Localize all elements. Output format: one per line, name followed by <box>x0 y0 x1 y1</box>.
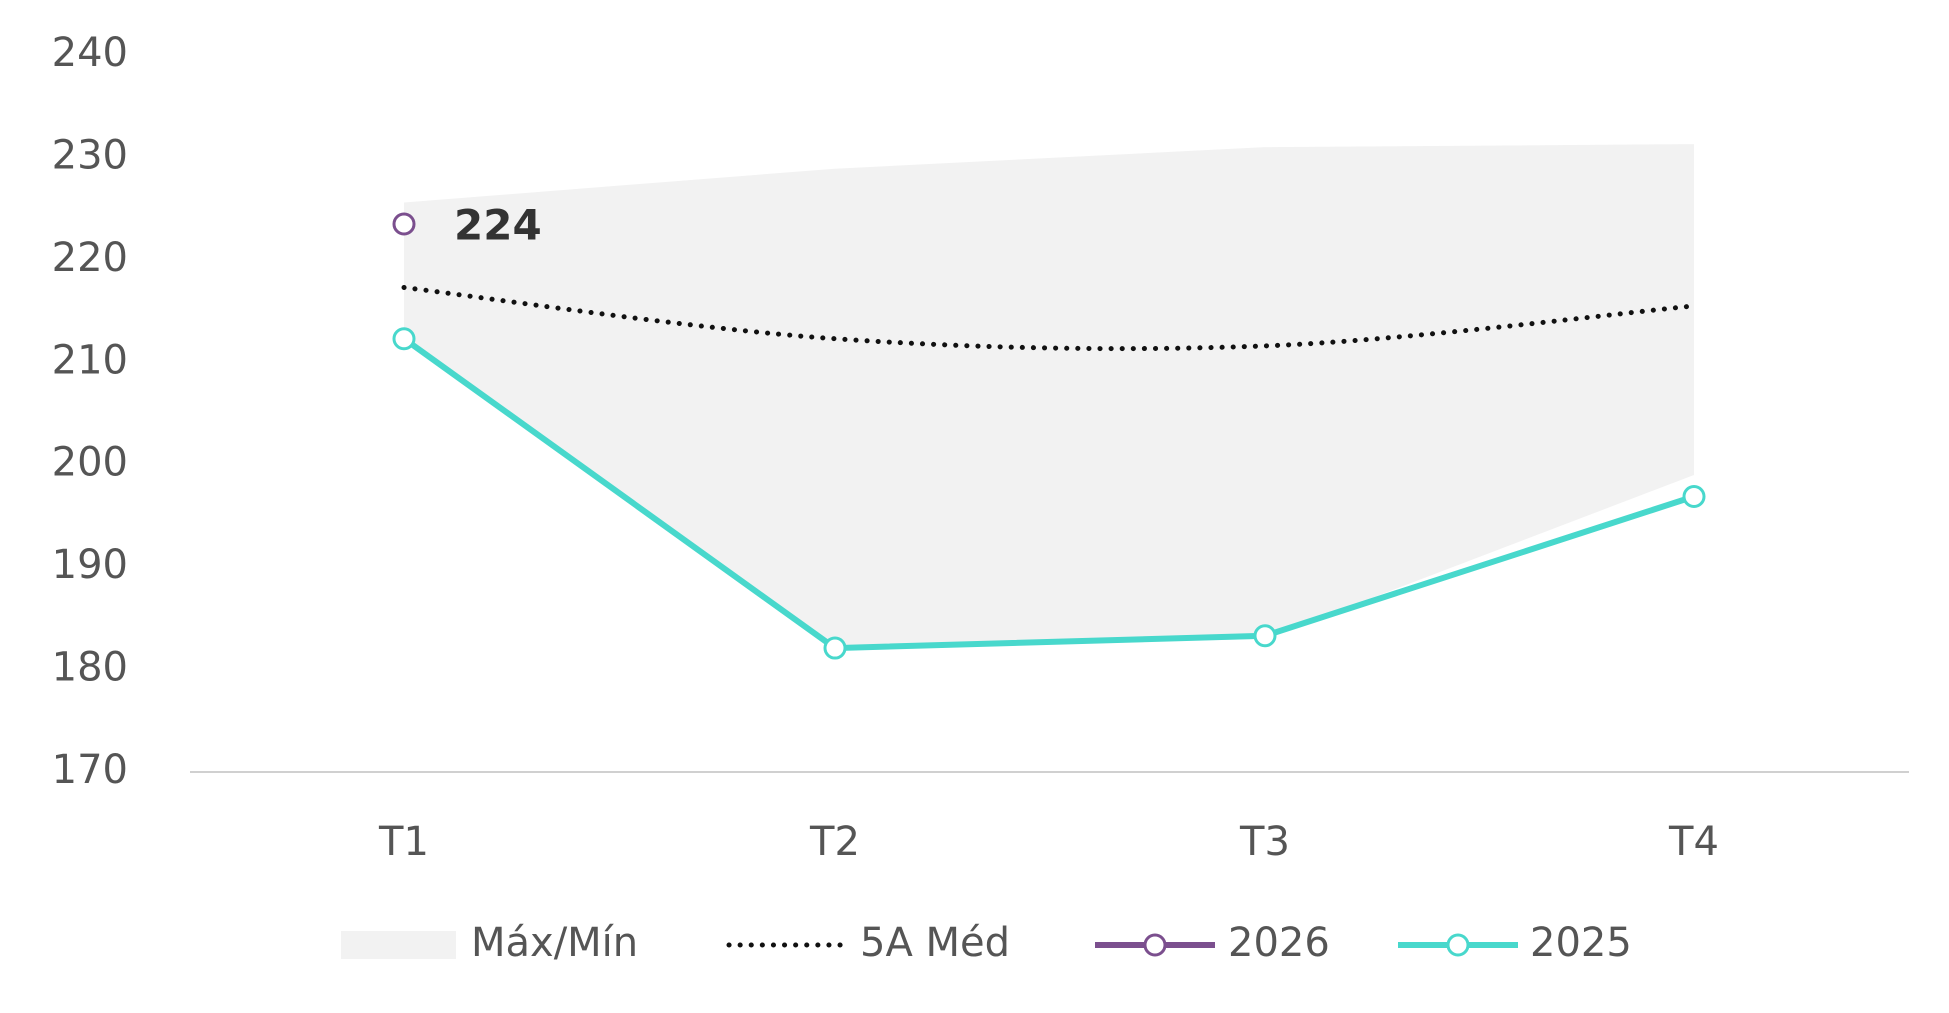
legend-swatch <box>341 931 456 959</box>
legend-label: 2026 <box>1228 920 1330 966</box>
y-tick-label: 210 <box>52 337 128 383</box>
legend-label: 2025 <box>1530 920 1632 966</box>
y-tick-label: 230 <box>52 132 128 178</box>
point <box>823 636 847 660</box>
line-series <box>402 336 1695 652</box>
point <box>392 212 416 236</box>
band-area <box>404 144 1694 650</box>
legend-label: Máx/Mín <box>471 920 638 966</box>
line-series <box>401 285 1697 352</box>
point <box>1253 624 1277 648</box>
legend-swatch <box>1446 933 1470 957</box>
point <box>392 327 416 351</box>
y-tick-label: 200 <box>52 440 128 486</box>
y-tick-label: 220 <box>52 235 128 281</box>
y-tick-label: 240 <box>52 30 128 76</box>
legend-label: 5A Méd <box>860 920 1010 966</box>
data-label: 224 <box>454 201 542 250</box>
legend-swatch <box>1143 933 1167 957</box>
y-tick-label: 180 <box>52 645 128 691</box>
point <box>1682 484 1706 508</box>
x-tick-label: T4 <box>1668 819 1719 865</box>
x-tick-label: T1 <box>378 819 429 865</box>
y-tick-label: 170 <box>52 747 128 793</box>
x-tick-label: T3 <box>1239 819 1290 865</box>
x-tick-label: T2 <box>809 819 860 865</box>
y-tick-label: 190 <box>52 542 128 588</box>
